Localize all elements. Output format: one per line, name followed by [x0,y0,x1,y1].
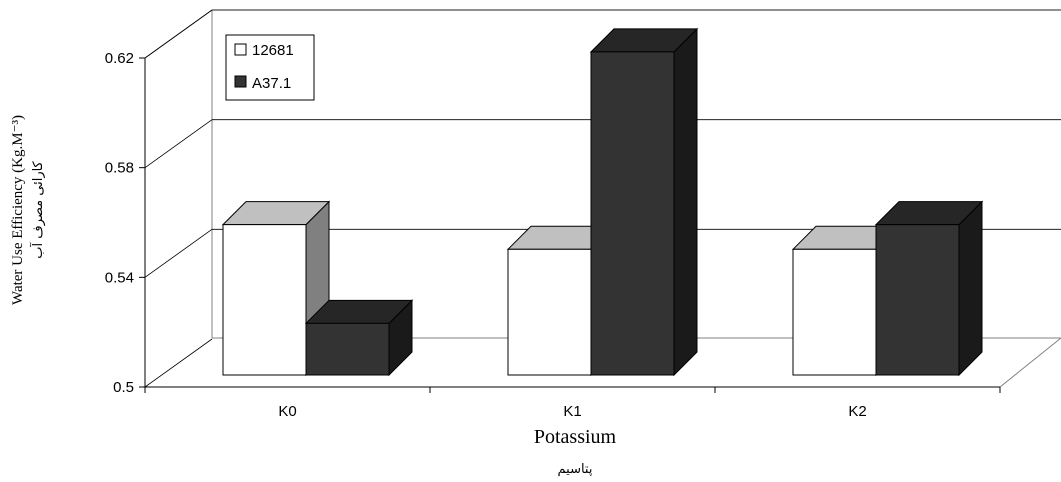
x-axis-title: Potassium [534,426,617,448]
y-axis: 0.5 0.54 0.58 0.62 [105,50,146,396]
bar-K0-12681 [221,200,331,377]
x-axis-subtitle: پتاسیم [558,462,593,477]
bar-front [507,248,592,376]
floor-left-edge [144,338,213,388]
legend-swatch-a37 [234,75,247,88]
y-axis-subtitle: کارائی مصرف آب [29,160,46,258]
gridline-side [144,119,213,168]
x-axis: K0 K1 K2 [144,387,1001,420]
legend-swatch-12681 [234,43,247,56]
gridline-side [144,9,213,59]
floor-right-edge [999,337,1061,388]
bar-front [305,322,390,376]
legend-label-12681: 12681 [252,42,294,59]
legend-label-a37: A37.1 [252,75,291,92]
y-tick-label: 0.5 [113,379,134,396]
x-tick-label: K0 [278,403,296,420]
y-tick-label: 0.54 [105,269,134,286]
bar-K0-A37.1 [304,299,414,377]
y-tick-label: 0.62 [105,50,134,67]
x-tick-label: K1 [563,403,581,420]
bar-side [673,27,698,377]
bar-K2-A37.1 [874,200,984,377]
y-axis-title: Water Use Efficiency (Kg.M⁻³) [10,115,26,305]
bar-K1-A37.1 [589,27,699,377]
bar-front [875,224,960,376]
legend: 12681 A37.1 [225,34,315,101]
bar-side [958,200,983,377]
bar-front [792,248,877,376]
bars [221,27,984,377]
bar-front [590,51,675,376]
x-tick-label: K2 [848,403,866,420]
y-tick-label: 0.58 [105,160,134,177]
bar-front [222,224,307,376]
gridline-side [144,229,213,278]
